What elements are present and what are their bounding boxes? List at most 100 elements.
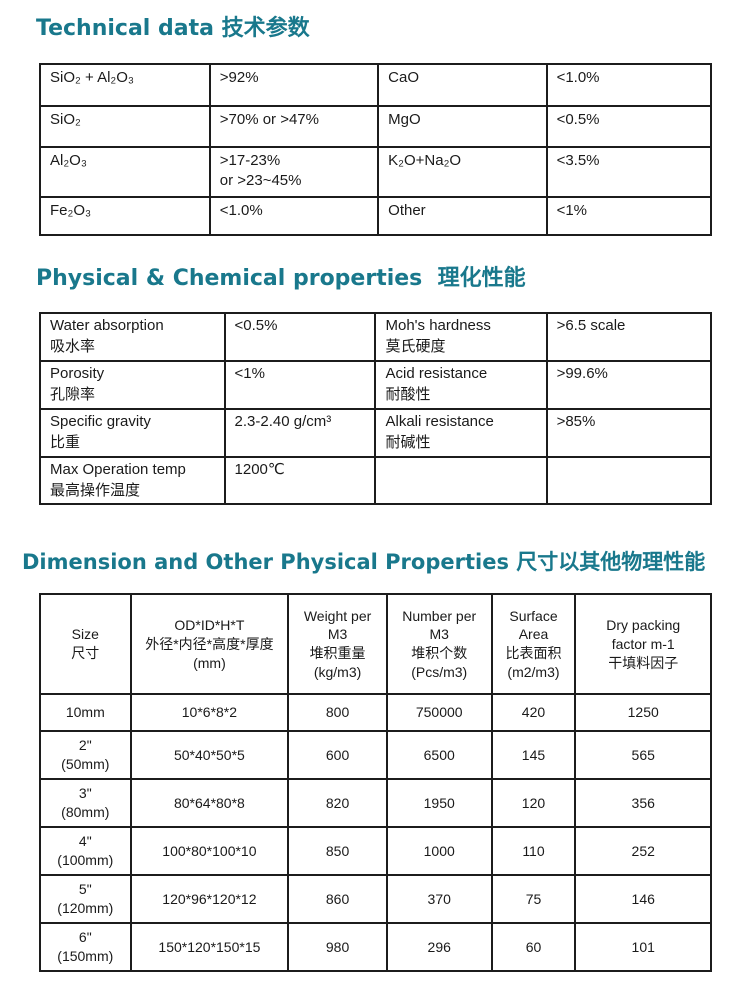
cell-line: Max Operation temp (50, 461, 186, 478)
table-cell: 600 (287, 730, 388, 781)
cell-line: 5" (78, 881, 92, 898)
table-cell: >92% (208, 63, 380, 107)
table-row: Max Operation temp 最高操作温度 1200℃ (39, 455, 713, 506)
cell-line: 最高操作温度 (50, 481, 141, 499)
cell-line: 50*40*50*5 (173, 746, 245, 763)
cell-line: 外径*内径*高度*厚度(mm) (145, 635, 274, 671)
table-cell: Acid resistance 耐酸性 (374, 360, 548, 410)
col-header-number: Number per M3 堆积个数 (Pcs/m3) (385, 593, 493, 696)
cell-line: Al₂O₃ (50, 152, 87, 169)
section-title-physical-chemical: Physical & Chemical properties 理化性能 (36, 266, 526, 291)
table-cell: 120 (490, 778, 577, 829)
table-cell: <0.5% (223, 312, 377, 362)
cell-line: 尺寸 (71, 645, 100, 662)
cell-line: or >23~45% (219, 171, 302, 189)
cell-line: >92% (219, 69, 259, 86)
cell-line: >70% or >47% (219, 111, 319, 128)
cell-line: 干填料因子 (608, 654, 679, 671)
cell-line: 孔隙率 (50, 385, 96, 403)
cell-line: 80*64*80*8 (173, 794, 245, 811)
cell-line: 比表面积 (505, 645, 562, 662)
table-cell: 2.3-2.40 g/cm³ (223, 408, 377, 458)
cell-line: <0.5% (234, 317, 278, 334)
table-cell: <1% (223, 360, 377, 410)
table-cell: 100*80*100*10 (129, 826, 290, 877)
cell-line: 860 (325, 890, 350, 907)
cell-line: 296 (427, 938, 451, 955)
cell-line: Moh's hardness (385, 317, 491, 334)
table-cell: 75 (490, 874, 577, 925)
table-cell: 145 (490, 730, 577, 781)
table-cell: 1250 (574, 693, 712, 733)
table-cell: 2" (50mm) (39, 730, 132, 781)
cell-line: 120*96*120*12 (162, 890, 257, 907)
cell-line: (m2/m3) (507, 664, 560, 681)
table-cell: 10mm (39, 693, 132, 733)
table-cell: 60 (490, 922, 577, 973)
cell-line: SiO₂ (50, 111, 81, 128)
table-cell: Other (377, 196, 548, 236)
cell-line: Fe₂O₃ (50, 202, 92, 219)
table-cell: 50*40*50*5 (129, 730, 290, 781)
cell-line: (80mm) (61, 804, 110, 821)
cell-line: Water absorption (50, 317, 164, 334)
cell-line: (150mm) (57, 948, 114, 965)
table-cell: <3.5% (545, 146, 713, 198)
cell-line: 1950 (423, 794, 455, 811)
table-cell: 370 (385, 874, 493, 925)
cell-line: factor m-1 (611, 635, 675, 652)
cell-line: 850 (325, 842, 350, 859)
cell-line: Area (518, 626, 549, 643)
table-cell: <1% (545, 196, 713, 236)
cell-line: Weight per (303, 607, 372, 624)
table-cell: 750000 (385, 693, 493, 733)
cell-line: 10*6*8*2 (181, 704, 238, 721)
cell-line: 146 (631, 890, 655, 907)
cell-line: Alkali resistance (385, 413, 494, 430)
table-cell: Specific gravity 比重 (39, 408, 226, 458)
cell-line: 750000 (415, 704, 463, 721)
table-cell: >17-23% or >23~45% (208, 146, 380, 198)
table-row: SiO₂ >70% or >47% MgO <0.5% (39, 105, 713, 148)
cell-line: 10mm (65, 704, 105, 721)
table-row: 3" (80mm) 80*64*80*8 820 1950 120 356 (39, 778, 712, 829)
table-cell: 6" (150mm) (39, 922, 132, 973)
cell-line: Specific gravity (50, 413, 151, 430)
table-cell: SiO₂ (39, 105, 211, 148)
cell-line: 1200℃ (234, 461, 285, 478)
table-cell: >99.6% (545, 360, 713, 410)
cell-line: 堆积重量 (309, 645, 366, 662)
cell-line: 110 (522, 842, 545, 859)
cell-line: CaO (388, 69, 419, 86)
table-cell: 101 (574, 922, 712, 973)
table-row: 5" (120mm) 120*96*120*12 860 370 75 146 (39, 874, 712, 925)
cell-line: 980 (325, 938, 350, 955)
table-cell: <1.0% (545, 63, 713, 107)
table-cell: 80*64*80*8 (129, 778, 290, 829)
table-cell: >85% (545, 408, 713, 458)
col-header-surface-area: Surface Area 比表面积 (m2/m3) (490, 593, 577, 696)
cell-line: 1250 (627, 704, 659, 721)
cell-line: Porosity (50, 365, 105, 382)
table-cell: <1.0% (208, 196, 380, 236)
table-cell: 420 (490, 693, 577, 733)
cell-line: 800 (325, 704, 350, 721)
table-cell: Max Operation temp 最高操作温度 (39, 455, 226, 506)
cell-line: 565 (631, 746, 655, 763)
table-cell: 252 (574, 826, 712, 877)
cell-line: 252 (631, 842, 655, 859)
table-row: Porosity 孔隙率 <1% Acid resistance 耐酸性 >99… (39, 360, 713, 410)
cell-line: SiO₂ + Al₂O₃ (50, 69, 135, 86)
table-row: 6" (150mm) 150*120*150*15 980 296 60 101 (39, 922, 712, 973)
cell-line: (50mm) (61, 756, 110, 773)
table-cell: 1950 (385, 778, 493, 829)
cell-line: (100mm) (57, 852, 114, 869)
cell-line: MgO (388, 111, 421, 128)
cell-line: 比重 (50, 433, 81, 451)
cell-line: (kg/m3) (313, 664, 362, 681)
table-cell: Fe₂O₃ (39, 196, 211, 236)
table-row: SiO₂ + Al₂O₃ >92% CaO <1.0% (39, 63, 713, 107)
cell-line: >99.6% (556, 365, 608, 382)
cell-line: (120mm) (57, 900, 114, 917)
section-title-technical: Technical data 技术参数 (36, 16, 310, 41)
